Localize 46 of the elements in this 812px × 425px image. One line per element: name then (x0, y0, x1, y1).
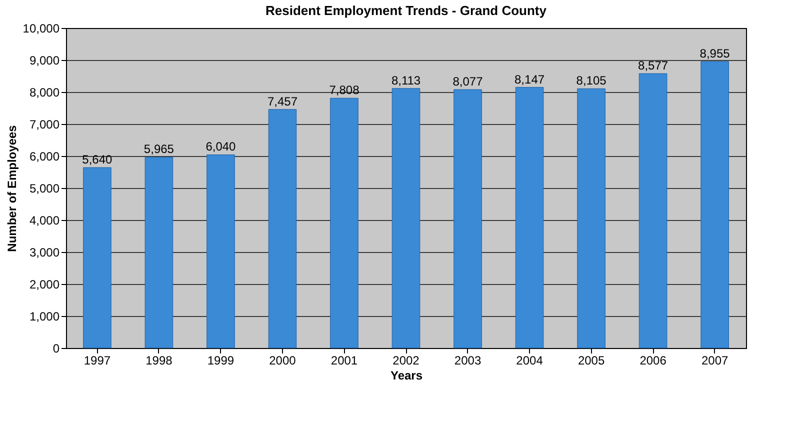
data-label: 7,457 (267, 94, 298, 108)
y-tick-label: 9,000 (29, 54, 60, 68)
bar (454, 89, 482, 348)
y-tick-label: 5,000 (29, 182, 60, 196)
y-tick-label: 1,000 (29, 310, 60, 324)
bar (144, 156, 174, 348)
data-label: 5,965 (144, 142, 174, 156)
x-tick-label: 1997 (84, 354, 111, 368)
y-tick-label: 6,000 (29, 150, 60, 164)
bar (268, 109, 297, 348)
bar (515, 87, 544, 348)
data-label: 8,077 (452, 74, 484, 89)
bar (206, 154, 235, 348)
y-tick-label: 10,000 (22, 22, 60, 36)
bar (392, 88, 420, 348)
x-tick-label: 1999 (207, 354, 234, 368)
x-tick-label: 2005 (578, 354, 605, 368)
x-tick-label: 2001 (330, 354, 358, 368)
data-label: 8,113 (391, 73, 421, 88)
x-tick-label: 2003 (454, 354, 482, 368)
bar (638, 73, 668, 348)
data-label: 8,577 (638, 58, 668, 73)
bar (83, 167, 112, 348)
y-tick-label: 7,000 (29, 118, 60, 132)
x-tick-label: 1998 (146, 354, 173, 368)
y-tick-label: 3,000 (29, 246, 60, 260)
chart-title: Resident Employment Trends - Grand County (266, 3, 548, 18)
data-label: 6,040 (206, 140, 236, 154)
x-tick-label: 2006 (640, 354, 667, 368)
data-label: 5,640 (82, 152, 113, 167)
y-tick-label: 8,000 (29, 86, 60, 100)
y-axis-title: Number of Employees (4, 124, 19, 252)
data-label: 8,955 (700, 46, 730, 60)
x-tick-label: 2002 (392, 354, 420, 368)
x-tick-label: 2000 (269, 354, 296, 368)
y-tick-label: 2,000 (29, 278, 60, 292)
data-label: 8,147 (514, 72, 545, 86)
x-tick-label: 2007 (701, 354, 728, 368)
data-label: 8,105 (576, 74, 607, 88)
bar (577, 88, 606, 348)
x-axis-title: Years (390, 368, 423, 382)
y-tick-label: 0 (52, 342, 60, 356)
bar (700, 61, 729, 348)
bar (330, 98, 358, 348)
x-tick-label: 2004 (516, 354, 544, 368)
y-tick-label: 4,000 (29, 214, 60, 228)
